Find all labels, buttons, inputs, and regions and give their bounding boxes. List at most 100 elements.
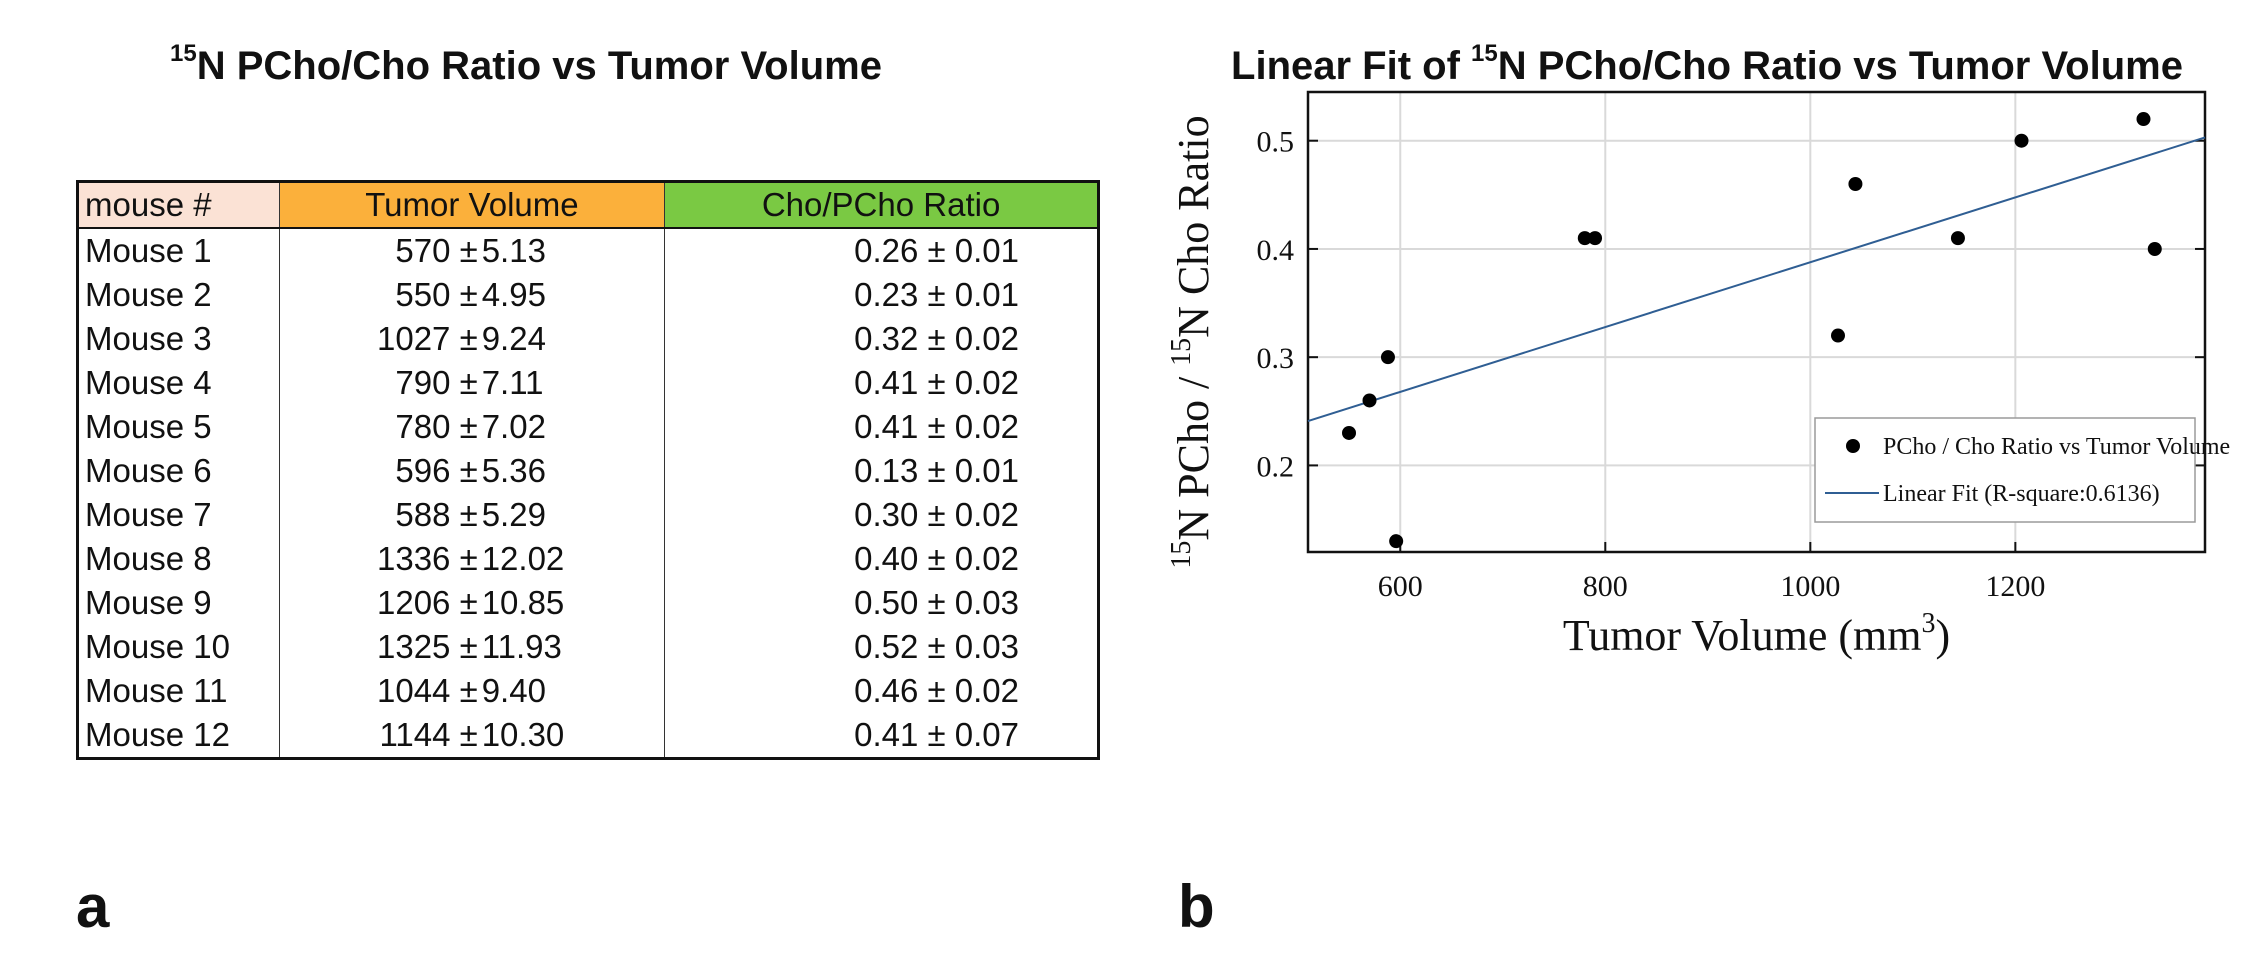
cell-ratio: 0.30 ± 0.02 — [664, 493, 1099, 537]
volume-error: 5.29 — [481, 496, 546, 533]
legend-label-scatter: PCho / Cho Ratio vs Tumor Volume — [1883, 434, 2230, 460]
chart-title: Linear Fit of 15N PCho/Cho Ratio vs Tumo… — [1150, 42, 2264, 89]
cell-tumor-volume: 1325 ±11.93 — [279, 625, 666, 669]
x-axis-label: Tumor Volume (mm3) — [1563, 608, 1950, 660]
panel-letter-b: b — [1178, 873, 1215, 940]
table-row: Mouse 4 790 ±7.11 0.41 ± 0.02 — [77, 361, 1099, 405]
legend-box — [1814, 417, 2196, 523]
volume-value: 1336 ± — [377, 540, 478, 577]
cell-ratio: 0.26 ± 0.01 — [664, 228, 1099, 273]
table-title: 15N PCho/Cho Ratio vs Tumor Volume — [76, 42, 976, 89]
volume-value: 1027 ± — [377, 320, 478, 357]
scatter-point — [1389, 534, 1404, 549]
volume-value: 570 ± — [395, 232, 478, 269]
cell-mouse: Mouse 3 — [77, 317, 280, 361]
y-axis-label: 15N PCho / 15N Cho Ratio — [1166, 115, 1218, 568]
cell-tumor-volume: 1336 ±12.02 — [279, 537, 666, 581]
cell-ratio: 0.41 ± 0.07 — [664, 713, 1099, 759]
table-row: Mouse 5 780 ±7.02 0.41 ± 0.02 — [77, 405, 1099, 449]
legend-label-fit: Linear Fit (R-square:0.6136) — [1883, 481, 2160, 507]
volume-error: 5.13 — [481, 232, 546, 269]
panel-b: Linear Fit of 15N PCho/Cho Ratio vs Tumo… — [1150, 0, 2264, 970]
header-ratio: Cho/PCho Ratio — [664, 181, 1099, 229]
cell-tumor-volume: 1206 ±10.85 — [279, 581, 666, 625]
scatter-point — [2147, 241, 2162, 256]
plot-frame — [1306, 90, 2207, 554]
chart-title-superscript: 15 — [1471, 40, 1498, 67]
title-superscript: 15 — [170, 40, 197, 67]
cell-ratio: 0.23 ± 0.01 — [664, 273, 1099, 317]
y-tick-label: 0.2 — [1257, 450, 1295, 483]
cell-mouse: Mouse 10 — [77, 625, 280, 669]
cell-tumor-volume: 790 ±7.11 — [279, 361, 666, 405]
table-row: Mouse 12 1144 ±10.30 0.41 ± 0.07 — [77, 713, 1099, 759]
scatter-point — [1830, 328, 1845, 343]
scatter-chart: 600 800 1000 1200 0.2 0.3 0.4 0.5 PCho / Cho Ra… — [1166, 90, 2230, 660]
scatter-point — [1380, 350, 1395, 365]
volume-error: 10.85 — [481, 584, 565, 621]
cell-mouse: Mouse 8 — [77, 537, 280, 581]
volume-error: 10.30 — [481, 716, 565, 753]
cell-tumor-volume: 588 ±5.29 — [279, 493, 666, 537]
volume-value: 588 ± — [395, 496, 478, 533]
table-row: Mouse 9 1206 ±10.85 0.50 ± 0.03 — [77, 581, 1099, 625]
chart-title-prefix: Linear Fit of — [1231, 44, 1472, 88]
volume-value: 1325 ± — [377, 628, 478, 665]
cell-mouse: Mouse 7 — [77, 493, 280, 537]
cell-mouse: Mouse 5 — [77, 405, 280, 449]
cell-ratio: 0.13 ± 0.01 — [664, 449, 1099, 493]
header-tumor-volume: Tumor Volume — [279, 181, 666, 229]
x-tick-label: 1200 — [1985, 570, 2045, 603]
table-row: Mouse 1 570 ±5.13 0.26 ± 0.01 — [77, 228, 1099, 273]
cell-tumor-volume: 596 ±5.36 — [279, 449, 666, 493]
cell-mouse: Mouse 9 — [77, 581, 280, 625]
scatter-point — [1342, 425, 1357, 440]
y-tick-label: 0.3 — [1257, 342, 1295, 375]
volume-value: 550 ± — [395, 276, 478, 313]
scatter-point — [2014, 133, 2029, 148]
legend: PCho / Cho Ratio vs Tumor Volume Linear … — [1814, 417, 2230, 523]
scatter-point — [1577, 231, 1592, 246]
volume-error: 11.93 — [481, 628, 562, 665]
header-mouse: mouse # — [77, 181, 280, 229]
y-tick-label: 0.4 — [1257, 234, 1295, 267]
scatter-point — [1848, 177, 1863, 191]
scatter-point — [1362, 393, 1377, 408]
volume-error: 12.02 — [481, 540, 565, 577]
cell-ratio: 0.32 ± 0.02 — [664, 317, 1099, 361]
scatter-point — [2136, 112, 2151, 127]
cell-ratio: 0.41 ± 0.02 — [664, 405, 1099, 449]
table-row: Mouse 7 588 ±5.29 0.30 ± 0.02 — [77, 493, 1099, 537]
fit-line — [1307, 136, 2206, 422]
cell-ratio: 0.52 ± 0.03 — [664, 625, 1099, 669]
x-tick-label: 600 — [1378, 570, 1423, 603]
cell-tumor-volume: 570 ±5.13 — [279, 228, 666, 273]
cell-tumor-volume: 1027 ±9.24 — [279, 317, 666, 361]
panel-letter-a: a — [76, 873, 110, 940]
cell-tumor-volume: 780 ±7.02 — [279, 405, 666, 449]
volume-error: 9.40 — [481, 672, 546, 709]
volume-value: 1206 ± — [377, 584, 478, 621]
volume-value: 1044 ± — [377, 672, 478, 709]
scatter-point — [1950, 231, 1965, 246]
cell-mouse: Mouse 1 — [77, 228, 280, 273]
volume-error: 7.02 — [481, 408, 546, 445]
table-row: Mouse 2 550 ±4.95 0.23 ± 0.01 — [77, 273, 1099, 317]
cell-ratio: 0.46 ± 0.02 — [664, 669, 1099, 713]
chart-title-text: N PCho/Cho Ratio vs Tumor Volume — [1497, 44, 2183, 88]
cell-tumor-volume: 550 ±4.95 — [279, 273, 666, 317]
volume-value: 596 ± — [395, 452, 478, 489]
x-tick-label: 1000 — [1780, 570, 1840, 603]
cell-mouse: Mouse 11 — [77, 669, 280, 713]
x-tick-label: 800 — [1583, 570, 1628, 603]
volume-error: 5.36 — [481, 452, 546, 489]
cell-tumor-volume: 1044 ±9.40 — [279, 669, 666, 713]
volume-error: 7.11 — [481, 364, 544, 401]
cell-mouse: Mouse 12 — [77, 713, 280, 759]
cell-mouse: Mouse 4 — [77, 361, 280, 405]
cell-mouse: Mouse 6 — [77, 449, 280, 493]
table-row: Mouse 11 1044 ±9.40 0.46 ± 0.02 — [77, 669, 1099, 713]
table-row: Mouse 6 596 ±5.36 0.13 ± 0.01 — [77, 449, 1099, 493]
cell-mouse: Mouse 2 — [77, 273, 280, 317]
table-header-row: mouse # Tumor Volume Cho/PCho Ratio — [77, 181, 1099, 229]
